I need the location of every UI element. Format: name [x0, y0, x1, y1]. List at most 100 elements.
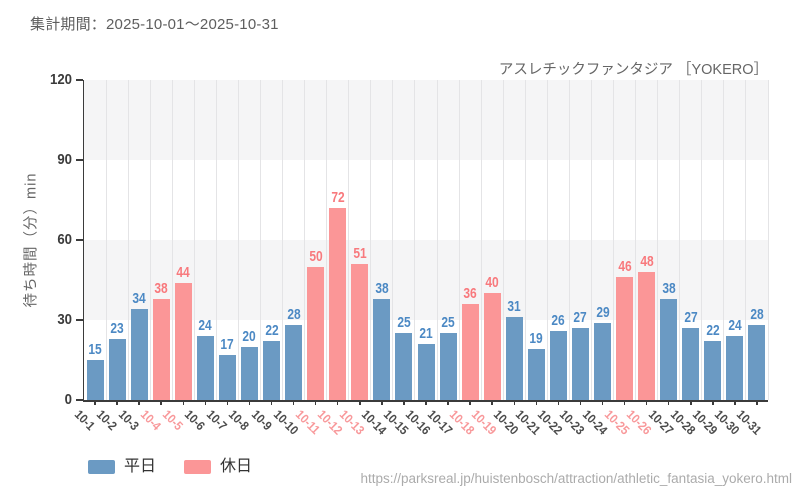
gridline-vertical: [392, 80, 394, 400]
bar-value-label: 31: [507, 298, 521, 316]
x-axis-tick: [756, 400, 758, 405]
attraction-title: アスレチックファンタジア ［YOKERO］: [498, 62, 768, 78]
bar-value-label: 25: [441, 314, 455, 332]
gridline-vertical: [326, 80, 328, 400]
bar-10-21: [527, 349, 545, 400]
x-axis-tick: [381, 400, 383, 405]
y-tick-label: 60: [57, 230, 72, 248]
x-tick-label: 10-26: [623, 407, 654, 438]
x-axis-tick: [226, 400, 229, 405]
bar-10-26: [638, 272, 656, 400]
report-period-title: 集計期間：2025-10-01～2025-10-31: [30, 16, 279, 33]
x-axis-tick: [204, 400, 207, 405]
bar-value-label: 20: [242, 327, 257, 345]
x-tick-label: 10-25: [601, 407, 632, 438]
x-axis-tick: [94, 400, 96, 405]
x-axis-tick: [690, 400, 692, 405]
bar-value-label: 72: [331, 189, 345, 206]
x-tick-label: 10-24: [579, 407, 610, 438]
x-axis-tick: [491, 400, 493, 405]
bar-value-label: 17: [220, 335, 235, 353]
x-tick-label: 10-2: [93, 407, 120, 434]
bar-value-label: 48: [639, 253, 654, 270]
bar-value-label: 28: [286, 306, 301, 324]
bar-10-23: [571, 328, 589, 400]
gridline-vertical: [502, 80, 504, 400]
x-tick-label: 10-6: [182, 407, 208, 434]
bar-10-11: [307, 266, 325, 400]
gridline-vertical: [414, 80, 416, 400]
y-axis-tick: [76, 319, 83, 321]
bar-10-15: [395, 333, 413, 400]
x-axis-tick: [601, 400, 604, 405]
bar-value-label: 40: [485, 274, 499, 292]
x-axis-tick: [248, 400, 251, 405]
gridline-vertical: [745, 80, 747, 400]
bar-10-27: [660, 298, 678, 400]
x-axis-tick: [667, 400, 670, 405]
legend: 平日 休日: [88, 458, 280, 476]
x-axis-tick: [447, 400, 449, 405]
x-axis-tick: [270, 400, 273, 405]
x-axis-tick: [425, 400, 427, 405]
bar-10-30: [726, 336, 744, 400]
gridline-vertical: [304, 80, 306, 400]
bar-10-2: [108, 338, 126, 400]
bar-10-20: [505, 317, 523, 400]
x-axis-tick: [712, 400, 714, 405]
bar-value-label: 27: [684, 309, 698, 326]
gridline-vertical: [480, 80, 482, 400]
bar-10-12: [329, 208, 347, 400]
gridline-vertical: [282, 80, 284, 400]
gridline-vertical: [149, 80, 151, 400]
bar-10-16: [417, 344, 435, 400]
x-tick-label: 10-8: [226, 407, 253, 434]
bar-10-28: [682, 328, 700, 400]
gridline-vertical: [613, 80, 615, 400]
x-tick-label: 10-10: [270, 407, 301, 438]
x-tick-label: 10-4: [138, 407, 164, 434]
gridline-vertical: [458, 80, 460, 400]
y-axis-tick: [76, 239, 83, 241]
bar-10-19: [483, 293, 501, 400]
x-axis-tick: [734, 400, 736, 405]
x-axis-tick: [182, 400, 185, 405]
gridline-vertical: [193, 80, 195, 400]
x-tick-label: 10-5: [160, 407, 186, 434]
gridline-vertical: [171, 80, 173, 400]
x-axis-tick: [160, 400, 162, 405]
bar-10-3: [130, 309, 148, 400]
legend-swatch-holiday: [184, 460, 212, 474]
source-url: https://parksreal.jp/huistenbosch/attrac…: [360, 471, 793, 486]
gridline-vertical: [568, 80, 570, 400]
bar-10-17: [439, 333, 457, 400]
legend-swatch-weekday: [88, 460, 115, 474]
bar-value-label: 27: [573, 309, 588, 326]
x-axis-tick: [292, 400, 295, 405]
x-tick-label: 10-31: [733, 407, 765, 438]
gridline-vertical: [370, 80, 372, 400]
y-axis-tick: [76, 159, 83, 161]
x-axis-tick: [336, 400, 339, 405]
x-tick-label: 10-7: [204, 407, 231, 434]
gridline-vertical: [524, 80, 526, 400]
x-axis-tick: [513, 400, 515, 405]
gridline-vertical: [260, 80, 262, 400]
bar-10-8: [240, 346, 258, 400]
y-tick-label: 0: [64, 390, 72, 408]
bar-value-label: 34: [132, 290, 146, 308]
x-axis-tick: [403, 400, 405, 405]
x-axis-tick: [645, 400, 648, 405]
bar-value-label: 50: [308, 247, 323, 265]
bar-value-label: 46: [617, 258, 632, 276]
bar-value-label: 38: [154, 279, 168, 297]
gridline-vertical: [590, 80, 592, 400]
gridline-vertical: [679, 80, 681, 400]
y-tick-label: 90: [57, 150, 72, 168]
gridline-vertical: [436, 80, 438, 400]
bar-10-24: [594, 322, 612, 400]
gridline-vertical: [701, 80, 703, 400]
x-axis-tick: [623, 400, 626, 405]
x-tick-label: 10-1: [71, 407, 98, 434]
bar-10-18: [461, 304, 479, 400]
